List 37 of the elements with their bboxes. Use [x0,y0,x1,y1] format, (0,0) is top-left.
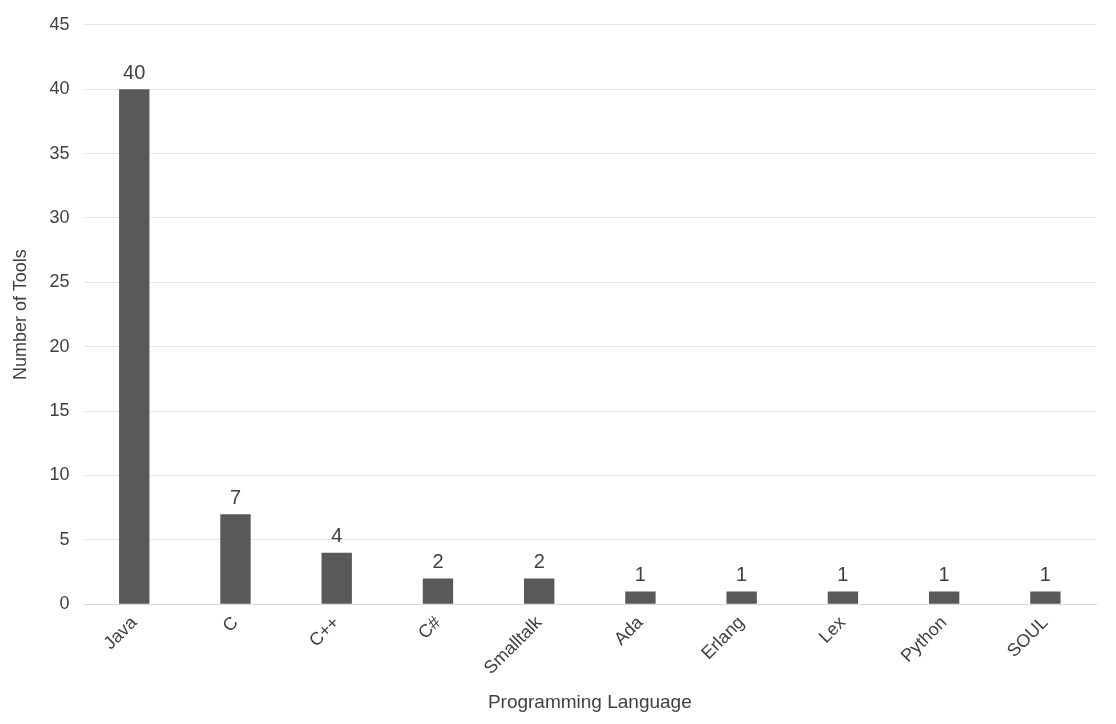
y-tick-label: 5 [59,528,70,549]
data-label: 7 [229,485,242,508]
bar [220,514,251,604]
y-tick-label: 20 [49,335,70,356]
bar [422,578,454,604]
y-tick-label: 30 [49,206,70,227]
x-tick-label: C# [413,612,445,643]
x-axis-title: Programming Language [487,690,692,712]
bar [625,591,656,604]
data-label: 40 [123,60,146,83]
x-tick-label: Ada [609,611,648,649]
y-axis-title: Number of Tools [9,249,30,380]
bar [321,552,352,604]
bar [827,591,859,604]
y-tick-label: 25 [49,271,70,292]
y-tick-label: 45 [49,13,70,34]
y-tick-label: 10 [49,464,70,485]
data-label: 1 [736,562,748,585]
x-tick-label: C [218,612,242,636]
y-tick-label: 35 [49,142,70,163]
y-tick-label: 0 [59,593,70,614]
x-tick-label: Lex [814,612,850,647]
data-label: 1 [634,562,646,585]
data-label: 1 [837,562,849,585]
data-label: 1 [1039,562,1051,585]
bar [524,578,555,604]
bar [1030,591,1061,604]
bar [726,591,757,604]
data-label: 4 [331,524,343,547]
data-label: 2 [533,550,545,573]
data-label: 1 [938,562,950,585]
y-tick-label: 15 [49,400,70,421]
x-tick-label: C++ [304,612,344,651]
y-tick-label: 40 [49,78,70,99]
bar [928,591,960,604]
bar [119,89,150,604]
data-label: 2 [432,550,444,573]
